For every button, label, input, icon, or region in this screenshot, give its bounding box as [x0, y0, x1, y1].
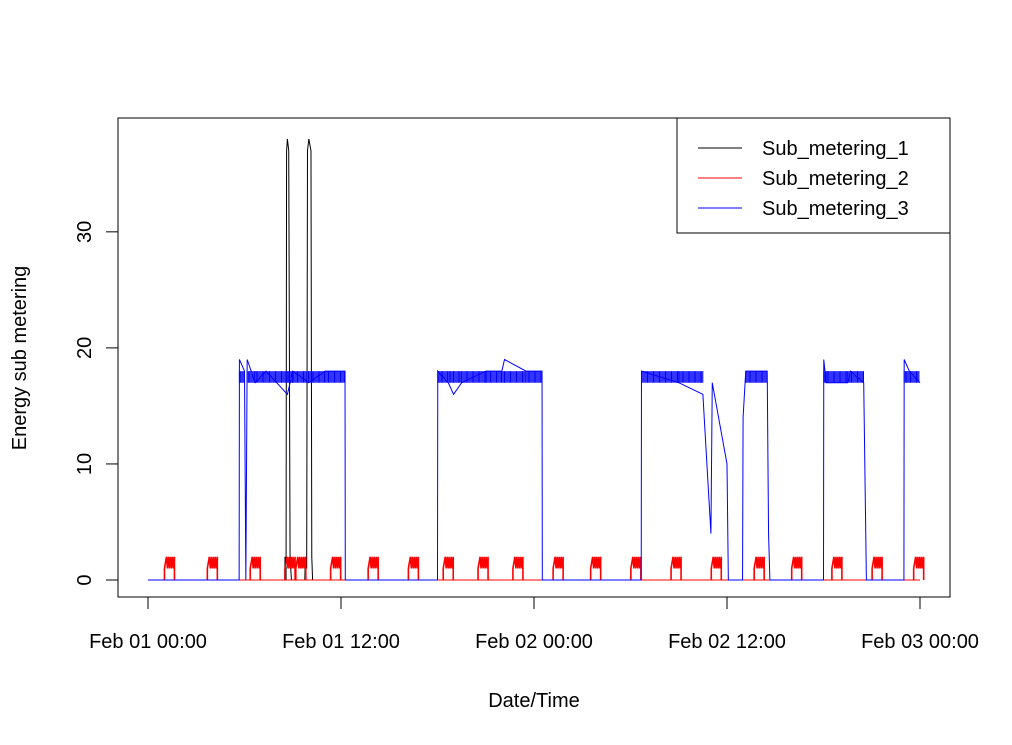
series-layer — [148, 138, 925, 581]
series-mark-sub-metering-2 — [630, 556, 642, 580]
x-tick-label: Feb 01 12:00 — [282, 631, 400, 653]
series-mark-sub-metering-2 — [753, 556, 765, 580]
series-mark-sub-metering-2 — [871, 556, 883, 580]
series-mark-sub-metering-2 — [367, 556, 379, 580]
y-tick-label: 10 — [74, 453, 96, 475]
x-tick-label: Feb 03 00:00 — [861, 631, 979, 653]
legend-label-sub-metering-3: Sub_metering_3 — [762, 198, 909, 220]
series-mark-sub-metering-2 — [552, 556, 564, 580]
legend-label-sub-metering-1: Sub_metering_1 — [762, 138, 909, 160]
y-tick-label: 0 — [74, 574, 96, 585]
legend-box — [676, 117, 951, 234]
y-axis-title: Energy sub metering — [9, 266, 31, 451]
series-mark-sub-metering-2 — [284, 556, 296, 580]
x-tick-label: Feb 01 00:00 — [89, 631, 207, 653]
series-mark-sub-metering-2 — [163, 556, 176, 580]
series-line-sub-metering-3 — [148, 358, 921, 581]
x-tick-label: Feb 02 00:00 — [475, 631, 593, 653]
series-mark-sub-metering-2 — [206, 556, 219, 580]
series-mark-sub-metering-2 — [710, 556, 723, 580]
series-mark-sub-metering-2 — [670, 556, 682, 580]
x-tick-label: Feb 02 12:00 — [668, 631, 786, 653]
legend-label-sub-metering-2: Sub_metering_2 — [762, 168, 909, 190]
x-axis-title: Date/Time — [488, 690, 580, 712]
series-mark-sub-metering-2 — [790, 556, 803, 580]
y-tick-label: 30 — [74, 221, 96, 243]
y-axis: 0 10 20 30 — [74, 221, 119, 586]
series-mark-sub-metering-2 — [912, 556, 925, 580]
y-tick-label: 20 — [74, 337, 96, 359]
x-axis: Feb 01 00:00 Feb 01 12:00 Feb 02 00:00 Feb … — [89, 596, 979, 653]
series-mark-sub-metering-2 — [831, 556, 843, 580]
series-mark-sub-metering-2 — [512, 556, 524, 580]
series-mark-sub-metering-2 — [477, 556, 489, 580]
series-mark-sub-metering-2 — [589, 556, 602, 580]
series-mark-sub-metering-2 — [442, 556, 455, 580]
series-mark-sub-metering-2 — [249, 556, 262, 580]
series-mark-sub-metering-2 — [294, 556, 307, 580]
series-mark-sub-metering-2 — [329, 556, 342, 580]
series-mark-sub-metering-2 — [407, 556, 420, 580]
legend: Sub_metering_1 Sub_metering_2 Sub_metering… — [676, 117, 951, 234]
